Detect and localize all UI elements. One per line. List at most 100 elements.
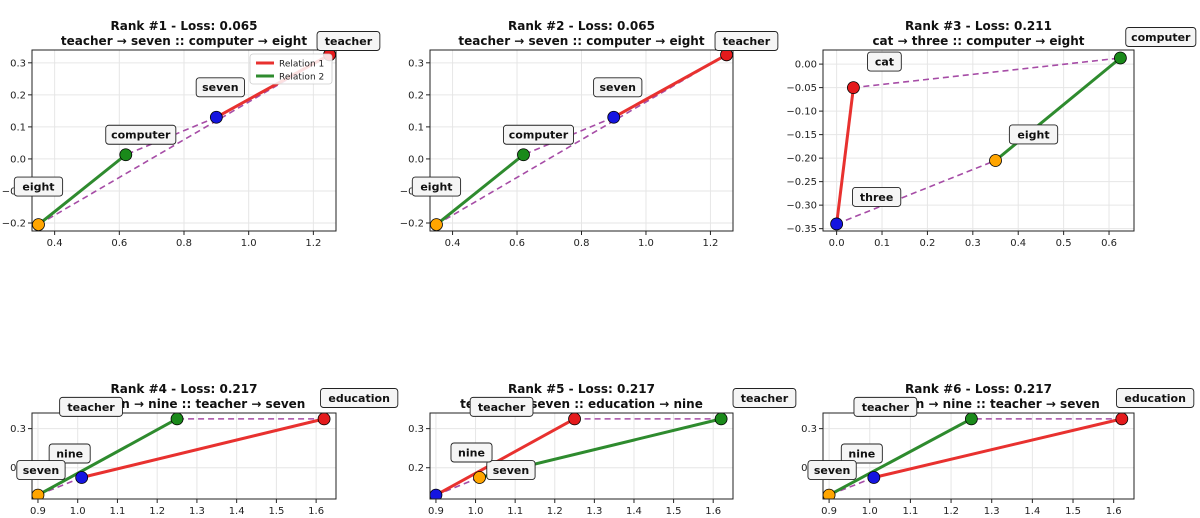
y-tick-label: −0.2 (400, 218, 424, 229)
subplot-title: Rank #1 - Loss: 0.065 (111, 19, 258, 33)
x-tick-label: 0.5 (1056, 238, 1072, 249)
point-label: computer (1131, 31, 1191, 44)
y-tick-label: 0.3 (408, 58, 424, 69)
axes-frame (429, 412, 734, 500)
point-label-teacher: teacher (853, 396, 918, 417)
point-label: nine (458, 446, 485, 459)
x-tick-label: 1.6 (308, 506, 324, 517)
point-label: seven (493, 464, 529, 477)
point-marker-red (847, 81, 860, 95)
point-label-box (502, 124, 574, 145)
y-tick-label: −0.10 (786, 107, 817, 118)
subplot-subtitle: education → nine :: teacher → seven (857, 397, 1100, 411)
point-label: teacher (325, 35, 373, 48)
point-marker-blue (75, 471, 89, 484)
subplot-title: Rank #5 - Loss: 0.217 (508, 382, 655, 396)
x-tick-label: 0.4 (1010, 238, 1026, 249)
x-tick-label: 1.0 (862, 506, 878, 517)
x-tick-label: 1.0 (70, 506, 86, 517)
y-tick-label: −0.05 (786, 83, 817, 94)
point-label: computer (111, 129, 171, 142)
point-label-box (867, 51, 902, 72)
x-tick-label: 0.2 (919, 238, 935, 249)
x-tick-label: 1.4 (1024, 506, 1040, 517)
x-tick-label: 1.2 (547, 506, 563, 517)
point-marker-orange (430, 218, 443, 231)
y-tick-label: 0.3 (801, 424, 817, 435)
x-tick-label: 1.1 (902, 506, 918, 517)
point-marker-red (1115, 413, 1129, 426)
legend: Relation 1 Relation 2 (249, 53, 333, 85)
relation-2-line (435, 153, 525, 226)
point-label: seven (202, 81, 238, 94)
point-label-box (316, 31, 381, 51)
diagonal-dashed-line (37, 476, 82, 496)
point-label-box (1116, 388, 1195, 408)
axes-frame (429, 49, 734, 232)
point-marker-green (964, 413, 978, 426)
point-label-box (852, 186, 902, 207)
point-marker-green (517, 148, 530, 162)
relation-2-line (37, 417, 178, 497)
y-tick-label: 0.00 (795, 60, 817, 71)
y-tick-label: 0.1 (10, 122, 26, 133)
y-tick-label: −0.1 (2, 186, 26, 197)
point-label-box (840, 443, 883, 464)
x-tick-label: 0.4 (47, 238, 63, 249)
point-label-box (105, 124, 177, 145)
y-tick-label: −0.35 (786, 224, 817, 235)
x-tick-label: 0.8 (574, 238, 590, 249)
point-label-box (195, 77, 245, 98)
y-tick-label: −0.15 (786, 130, 817, 141)
point-marker-red (568, 413, 581, 426)
point-label-box (320, 388, 399, 408)
y-tick-label: 0.3 (408, 424, 424, 435)
x-tick-label: 1.1 (109, 506, 125, 517)
point-label: teacher (67, 401, 115, 414)
x-tick-label: 0.0 (829, 238, 845, 249)
point-label-teacher: teacher (469, 396, 534, 417)
relation-1-line (835, 87, 855, 225)
point-label: cat (875, 56, 894, 69)
relation-1-line (613, 53, 728, 119)
y-tick-label: −0.20 (786, 154, 817, 165)
subplot-rank-3: 0.0 0.1 0.2 0.3 0.4 0.5 0.6 −0.35 −0.30 −0.25 −0.2… (786, 19, 1197, 249)
plot-area (32, 413, 331, 499)
point-label: teacher (741, 392, 789, 405)
point-label-seven: seven (486, 460, 536, 481)
point-label-eight: eight (1008, 124, 1059, 145)
point-label-box (853, 396, 918, 417)
x-tick-label: 0.6 (509, 238, 525, 249)
point-label: seven (23, 464, 59, 477)
x-tick-label: 0.9 (428, 506, 444, 517)
point-label-box (593, 77, 643, 98)
y-tick-label: 0.0 (10, 154, 26, 165)
point-label-box (732, 388, 797, 408)
point-label-box (450, 442, 493, 463)
point-label: teacher (862, 401, 910, 414)
y-tick-label: −0.2 (2, 218, 26, 229)
x-tick-label: 1.1 (507, 506, 523, 517)
point-marker-orange (32, 488, 45, 499)
point-marker-green (714, 413, 728, 426)
x-tick-label: 1.2 (149, 506, 165, 517)
x-tick-label: 0.6 (111, 238, 127, 249)
axes-frame (822, 49, 1135, 232)
subplot-subtitle: cat → three :: computer → eight (872, 34, 1084, 48)
x-tick-label: 1.5 (268, 506, 284, 517)
diagonal-dashed-line (38, 54, 330, 226)
point-label-seven: seven (195, 77, 245, 98)
point-label-box (486, 460, 536, 481)
subplot-rank-2: 0.40.60.81.01.2−0.2−0.10.00.10.20.3Rank … (400, 19, 779, 249)
point-marker-green (170, 413, 184, 426)
axes-frame (822, 412, 1135, 500)
axes-frame (31, 49, 337, 232)
point-label: three (860, 191, 893, 204)
point-label-eight: eight (411, 176, 462, 197)
point-label-three: three (852, 186, 902, 207)
point-label: eight (420, 181, 452, 194)
x-tick-label: 1.4 (229, 506, 245, 517)
subplot-title: Rank #6 - Loss: 0.217 (905, 382, 1052, 396)
